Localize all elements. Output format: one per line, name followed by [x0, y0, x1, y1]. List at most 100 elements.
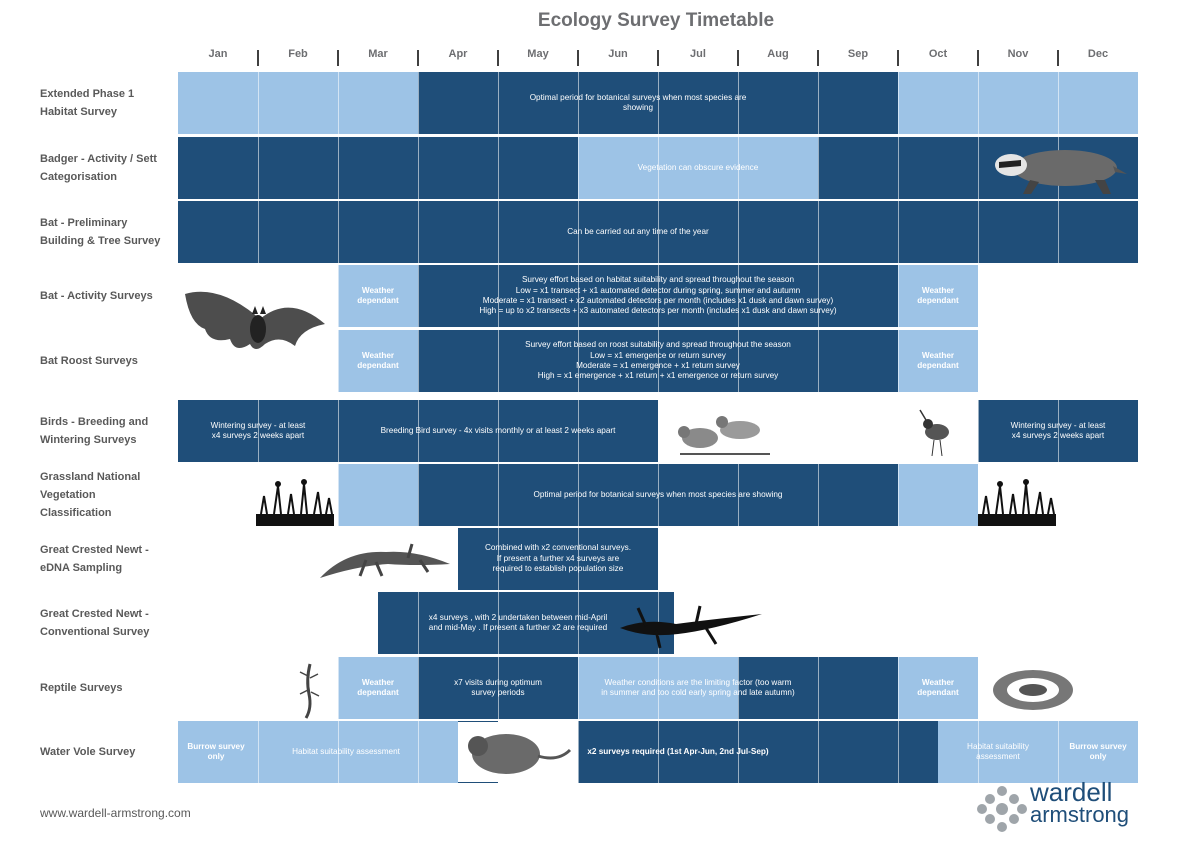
schedule-cell [578, 721, 938, 783]
schedule-note: Weather dependant [357, 677, 399, 697]
month-label-dec: Dec [1087, 48, 1109, 60]
schedule-note: Habitat suitability assessment [967, 741, 1029, 761]
month-gridline [978, 330, 979, 392]
month-gridline [738, 330, 739, 392]
month-gridline [818, 265, 819, 327]
month-separator [977, 50, 979, 66]
month-gridline [658, 657, 659, 719]
month-gridline [258, 464, 259, 526]
month-gridline [258, 400, 259, 462]
month-gridline [818, 330, 819, 392]
schedule-note: Wintering survey - at least x4 surveys 2… [210, 420, 306, 440]
newt-illustration [320, 543, 450, 578]
schedule-note: Burrow survey only [187, 741, 245, 761]
month-separator [337, 50, 339, 66]
month-label-feb: Feb [288, 48, 308, 60]
month-gridline [498, 72, 499, 134]
month-label-jan: Jan [208, 48, 228, 60]
month-separator [1057, 50, 1059, 66]
month-gridline [418, 721, 419, 783]
month-gridline [818, 400, 819, 462]
schedule-note: Weather conditions are the limiting fact… [601, 677, 795, 697]
month-separator [737, 50, 739, 66]
month-gridline [338, 657, 339, 719]
schedule-note: x4 surveys , with 2 undertaken between m… [428, 612, 608, 632]
month-gridline [818, 201, 819, 263]
month-gridline [978, 137, 979, 199]
schedule-note: Vegetation can obscure evidence [637, 162, 759, 172]
month-gridline [498, 265, 499, 327]
schedule-cell [898, 265, 978, 327]
month-gridline [258, 721, 259, 783]
month-gridline [978, 265, 979, 327]
month-label-oct: Oct [928, 48, 948, 60]
schedule-cell [178, 721, 458, 783]
month-gridline [898, 201, 899, 263]
month-gridline [578, 201, 579, 263]
month-gridline [1058, 201, 1059, 263]
month-gridline [658, 330, 659, 392]
month-gridline [578, 72, 579, 134]
month-gridline [338, 137, 339, 199]
month-gridline [738, 721, 739, 783]
schedule-cell [178, 137, 578, 199]
month-gridline [738, 592, 739, 654]
month-separator [817, 50, 819, 66]
month-gridline [978, 400, 979, 462]
month-gridline [338, 400, 339, 462]
page-title: Ecology Survey Timetable [537, 10, 775, 31]
month-gridline [578, 464, 579, 526]
month-gridline [418, 592, 419, 654]
month-gridline [898, 721, 899, 783]
month-gridline [898, 528, 899, 590]
month-gridline [898, 137, 899, 199]
month-label-jun: Jun [608, 48, 628, 60]
month-label-aug: Aug [767, 48, 789, 60]
month-label-may: May [527, 48, 549, 60]
month-gridline [258, 330, 259, 392]
month-gridline [418, 137, 419, 199]
month-gridline [418, 657, 419, 719]
month-gridline [658, 265, 659, 327]
month-gridline [818, 721, 819, 783]
month-gridline [258, 137, 259, 199]
schedule-cell [898, 464, 978, 526]
month-separator [257, 50, 259, 66]
month-gridline [818, 592, 819, 654]
month-gridline [738, 657, 739, 719]
month-gridline [498, 400, 499, 462]
schedule-note: Breeding Bird survey - 4x visits monthly… [380, 425, 616, 435]
month-gridline [1058, 528, 1059, 590]
month-gridline [898, 464, 899, 526]
month-gridline [658, 721, 659, 783]
month-gridline [498, 528, 499, 590]
schedule-note: Weather dependant [357, 285, 399, 305]
month-separator [497, 50, 499, 66]
schedule-note: Optimal period for botanical surveys whe… [529, 92, 747, 112]
month-gridline [1058, 72, 1059, 134]
month-gridline [418, 201, 419, 263]
month-gridline [738, 265, 739, 327]
month-gridline [338, 592, 339, 654]
website-url: www.wardell-armstrong.com [40, 806, 191, 820]
schedule-note: Weather dependant [917, 285, 959, 305]
month-gridline [258, 528, 259, 590]
month-gridline [898, 330, 899, 392]
month-gridline [818, 528, 819, 590]
month-gridline [338, 330, 339, 392]
schedule-cell [378, 592, 674, 654]
schedule-cell [338, 464, 418, 526]
month-gridline [1058, 592, 1059, 654]
month-gridline [1058, 464, 1059, 526]
schedule-cell [338, 657, 418, 719]
water-vole-illustration [458, 722, 574, 782]
month-gridline [498, 657, 499, 719]
month-gridline [498, 464, 499, 526]
schedule-note: x7 visits during optimum survey periods [454, 677, 542, 697]
schedule-note: Combined with x2 conventional surveys. I… [484, 543, 632, 574]
month-gridline [658, 201, 659, 263]
month-gridline [898, 400, 899, 462]
row-label: Great Crested Newt - Conventional Survey [40, 608, 150, 638]
month-gridline [258, 201, 259, 263]
month-gridline [1058, 400, 1059, 462]
